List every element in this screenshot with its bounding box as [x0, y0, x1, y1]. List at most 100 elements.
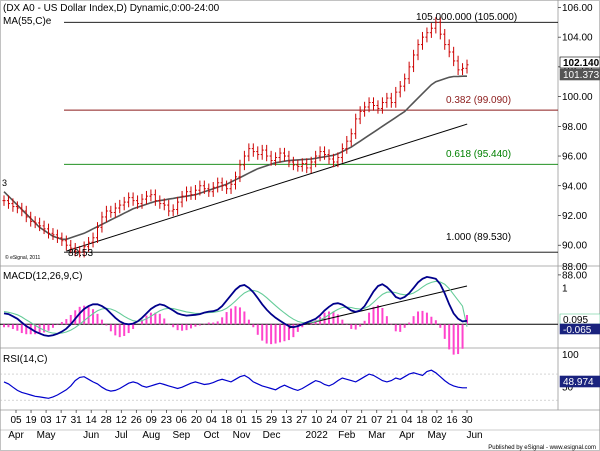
- price-bar: [372, 97, 376, 111]
- day-tick-label: 18: [416, 415, 428, 426]
- fib-level-label-3: 1.000 (89.530): [446, 232, 511, 243]
- price-bar: [220, 177, 224, 191]
- price-bar: [216, 177, 220, 193]
- price-bar: [247, 143, 251, 162]
- rsi-tick-label: 50: [562, 383, 574, 394]
- month-label: Apr: [399, 430, 415, 441]
- day-tick-label: 07: [371, 415, 383, 426]
- price-bar: [202, 180, 206, 194]
- price-bar: [305, 158, 309, 174]
- price-bar: [180, 190, 184, 208]
- price-bar: [78, 245, 82, 258]
- price-bar: [407, 61, 411, 84]
- month-label: Mar: [368, 430, 386, 441]
- month-label: 2022: [306, 430, 329, 441]
- price-bar: [225, 180, 229, 194]
- macd-title: MACD(12,26,9,C): [3, 271, 82, 282]
- price-bar: [420, 31, 424, 50]
- last-ma-flag: 101.373: [559, 68, 600, 81]
- low-label: 89.53: [68, 248, 93, 259]
- macd-last-value: 0.095: [563, 315, 588, 326]
- price-bar: [100, 211, 104, 233]
- price-bar: [234, 171, 237, 190]
- price-bar: [20, 202, 24, 217]
- price-bar: [238, 159, 242, 183]
- price-bar: [127, 192, 131, 208]
- price-bar: [296, 159, 300, 172]
- price-bar: [73, 242, 77, 257]
- month-label: Sep: [172, 430, 190, 441]
- price-bar: [274, 152, 278, 166]
- price-tick-label: 106.00: [562, 3, 593, 14]
- day-tick-label: 19: [25, 415, 37, 426]
- price-bar: [336, 152, 340, 168]
- month-label: Oct: [204, 430, 220, 441]
- day-tick-label: 04: [206, 415, 218, 426]
- day-tick-label: 28: [101, 415, 113, 426]
- footer-text: Published by eSignal - www.esignal.com: [488, 445, 596, 451]
- price-bar: [345, 135, 349, 154]
- price-bar: [109, 205, 113, 218]
- price-bar: [363, 101, 367, 117]
- price-bar: [11, 198, 15, 212]
- price-bar: [434, 17, 438, 34]
- price-tick-label: 92.00: [562, 211, 587, 222]
- price-bar: [198, 180, 202, 196]
- month-label: May: [427, 430, 446, 441]
- month-label: Nov: [233, 430, 251, 441]
- price-bar: [314, 150, 318, 168]
- last-ma-value: 101.373: [563, 70, 600, 81]
- price-bar: [389, 92, 393, 108]
- price-bar: [394, 86, 398, 108]
- price-bar: [425, 27, 429, 43]
- day-tick-label: 21: [356, 415, 368, 426]
- rsi-last-flag: 48.974: [559, 375, 600, 388]
- left-edge-label: 3: [2, 178, 7, 188]
- ma-line: [3, 75, 467, 241]
- day-tick-label: 03: [41, 415, 53, 426]
- price-bar: [256, 146, 260, 160]
- rsi-tick-label: 100: [562, 350, 579, 361]
- ma-label: MA(55,C)e: [3, 16, 52, 27]
- price-bar: [260, 144, 264, 160]
- price-bar: [69, 239, 73, 254]
- day-tick-label: 10: [311, 415, 323, 426]
- price-bar: [51, 228, 55, 240]
- price-tick-label: 104.00: [562, 33, 593, 44]
- price-bar: [412, 49, 416, 73]
- day-tick-label: 20: [191, 415, 203, 426]
- price-bar: [193, 185, 197, 200]
- price-bar: [251, 143, 255, 157]
- price-bar: [33, 216, 37, 229]
- price-bar: [185, 186, 189, 202]
- price-bar: [358, 106, 362, 125]
- price-bar: [265, 144, 269, 162]
- price-bar: [318, 146, 322, 162]
- price-bar: [189, 186, 193, 200]
- price-bar: [287, 150, 291, 168]
- day-tick-label: 14: [86, 415, 98, 426]
- macd-panel: 188.00: [0, 262, 587, 355]
- day-tick-label: 21: [386, 415, 398, 426]
- price-bar: [140, 193, 144, 209]
- price-bar: [29, 211, 33, 227]
- price-tick-label: 90.00: [562, 241, 587, 252]
- price-bar: [113, 202, 117, 218]
- price-bar: [136, 195, 140, 209]
- price-bar: [403, 73, 407, 92]
- month-label: Apr: [8, 430, 24, 441]
- day-tick-label: 23: [161, 415, 173, 426]
- price-bar: [323, 146, 327, 160]
- price-bar: [465, 59, 469, 74]
- day-tick-label: 02: [431, 415, 443, 426]
- price-bar: [269, 150, 273, 166]
- price-bar: [282, 147, 286, 162]
- price-tick-label: 98.00: [562, 122, 587, 133]
- fib-level-label-1: 0.382 (99.090): [446, 95, 511, 106]
- day-tick-label: 17: [56, 415, 68, 426]
- day-tick-label: 30: [461, 415, 473, 426]
- month-label: Dec: [263, 430, 281, 441]
- price-bar: [309, 156, 313, 174]
